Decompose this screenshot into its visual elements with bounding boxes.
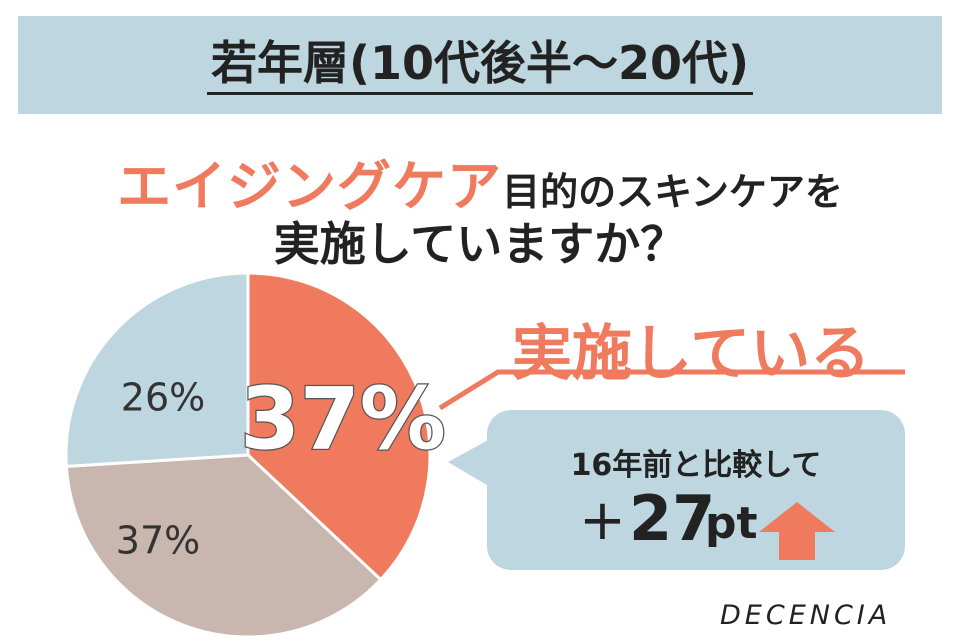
question-rest: 目的のスキンケアを bbox=[502, 170, 843, 214]
pie-slice-3 bbox=[64, 271, 250, 469]
question-line-1: エイジングケア目的のスキンケアを bbox=[0, 142, 960, 221]
comparison-bubble: 16年前と比較して + 27 pt bbox=[487, 410, 905, 570]
up-arrow-icon bbox=[759, 502, 835, 560]
pie-slice-1 bbox=[246, 271, 432, 582]
pie-label-2: 37% bbox=[116, 519, 200, 563]
change-sign: + bbox=[579, 488, 626, 553]
bubble-pointer bbox=[448, 438, 492, 488]
callout-title: 実施している bbox=[512, 319, 871, 389]
pie-label-3: 26% bbox=[121, 376, 205, 420]
question-accent: エイジングケア bbox=[117, 155, 503, 218]
header-banner: 若年層(10代後半〜20代) bbox=[18, 16, 942, 114]
brand-logo: DECENCIA bbox=[720, 600, 892, 631]
compare-label: 16年前と比較して bbox=[570, 448, 822, 483]
callout-leader-line bbox=[438, 369, 905, 411]
pie-label-1: 37% bbox=[240, 369, 446, 469]
change-unit: pt bbox=[705, 498, 758, 549]
change-value: 27 bbox=[629, 482, 716, 555]
question-line-2: 実施していますか？ bbox=[273, 217, 687, 271]
page-title: 若年層(10代後半〜20代) bbox=[18, 36, 942, 95]
pie-slice-2 bbox=[64, 453, 383, 639]
